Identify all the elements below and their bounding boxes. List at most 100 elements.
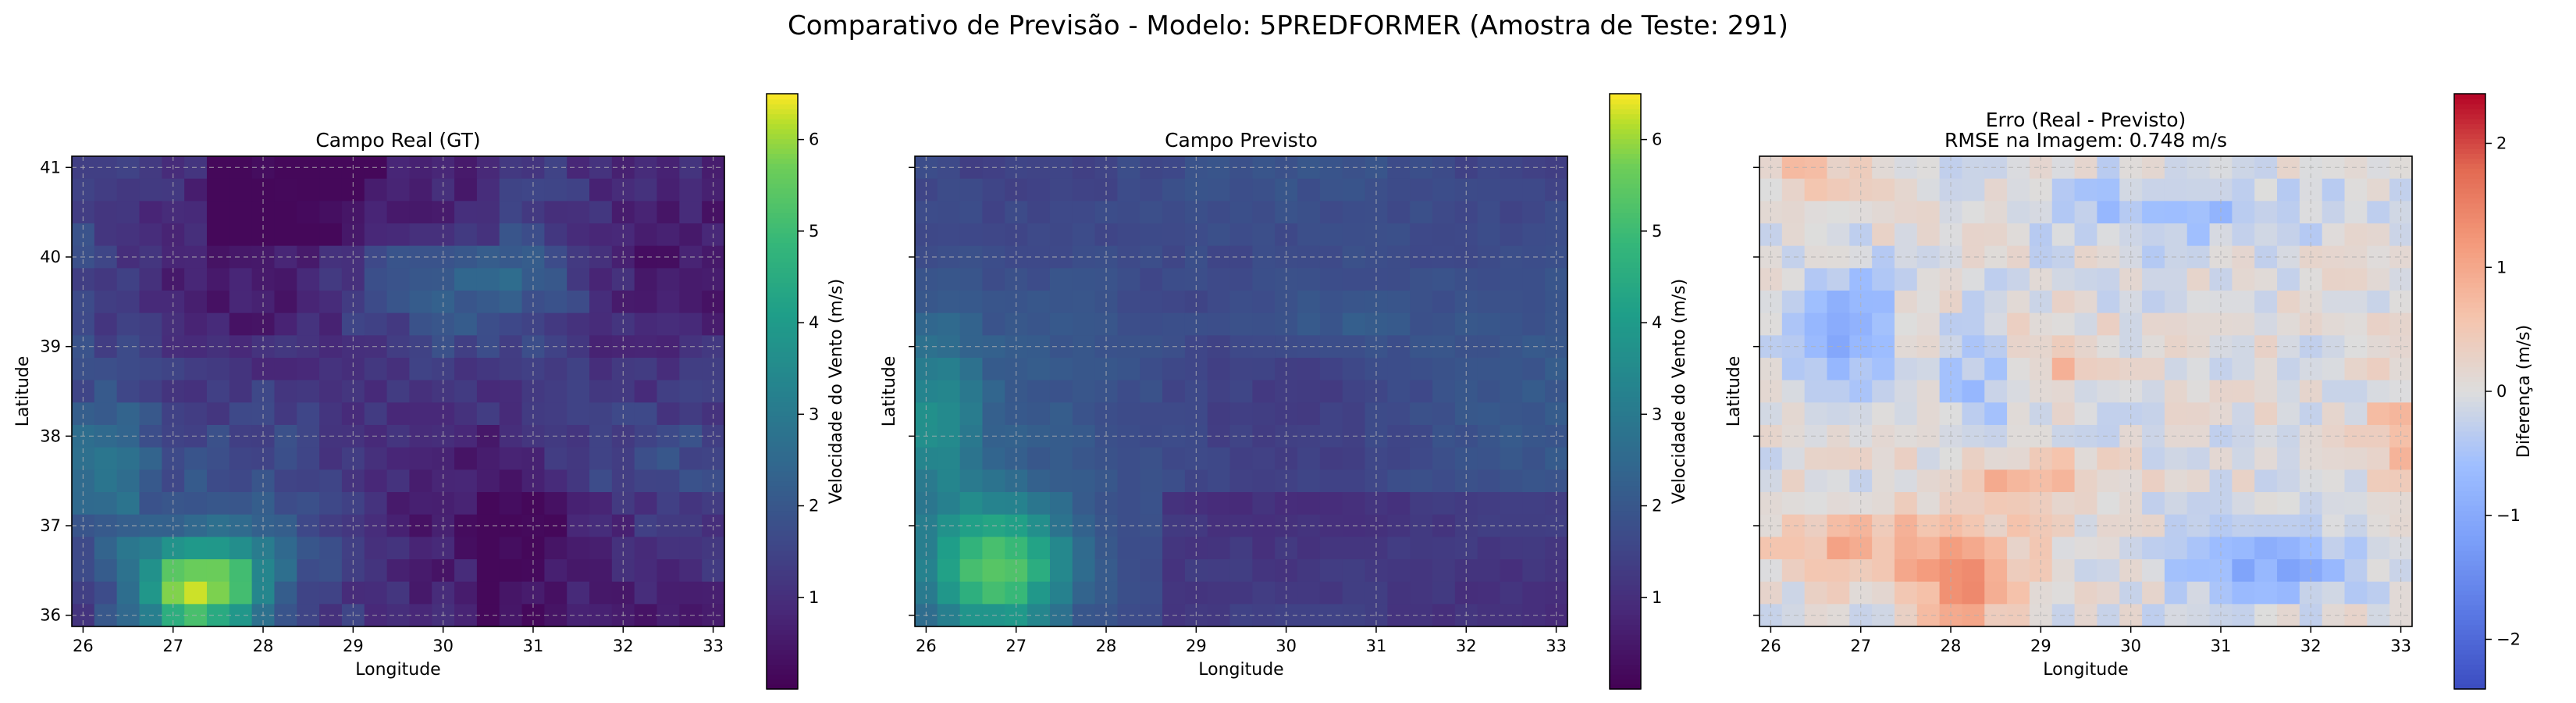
heatmap-cell (959, 402, 984, 426)
colorbar-segment (1610, 128, 1641, 134)
heatmap-cell (937, 268, 961, 291)
heatmap-cell (2322, 358, 2346, 381)
heatmap-cell (2232, 223, 2255, 247)
heatmap-cell (2254, 223, 2278, 247)
colorbar-segment (767, 544, 798, 551)
colorbar-segment (2454, 624, 2485, 630)
heatmap-cell (1049, 402, 1073, 426)
heatmap-cell (915, 469, 938, 493)
heatmap-cell (1162, 447, 1186, 470)
x-tick-label: 33 (2390, 637, 2411, 655)
heatmap-cell (116, 358, 141, 381)
heatmap-cell (1432, 492, 1456, 516)
heatmap-cell (679, 291, 703, 314)
heatmap-cell (1072, 581, 1096, 605)
heatmap-cell (1916, 335, 1941, 359)
heatmap-cell (319, 492, 343, 516)
heatmap-cell (2007, 201, 2030, 224)
colorbar-segment (2454, 352, 2485, 358)
heatmap-cell (1297, 291, 1321, 314)
y-axis-label: Latitude (880, 356, 899, 427)
heatmap-cell (72, 358, 95, 381)
colorbar-segment (1610, 242, 1641, 248)
heatmap-cell (1387, 402, 1411, 426)
heatmap-cell (611, 537, 635, 560)
plot-frame (914, 155, 1568, 627)
heatmap-cell (1319, 402, 1343, 426)
x-axis-label: Longitude (355, 660, 440, 680)
heatmap-cell (1005, 358, 1028, 381)
colorbar-segment (2454, 673, 2485, 680)
heatmap-cell (1804, 268, 1828, 291)
colorbar-segment (767, 614, 798, 620)
heatmap-cell (1319, 223, 1343, 247)
heatmap-cell (1781, 312, 1806, 336)
heatmap-cell (959, 312, 984, 336)
heatmap-cell (1916, 514, 1941, 537)
heatmap-cell (2051, 492, 2076, 516)
heatmap-cell (2367, 469, 2390, 493)
colorbar-segment (2454, 322, 2485, 328)
colorbar-segment (1610, 208, 1641, 214)
heatmap-cell (184, 559, 208, 583)
heatmap-cell (544, 358, 568, 381)
heatmap-cell (656, 380, 680, 403)
heatmap-cell (2074, 559, 2098, 583)
colorbar-segment (1610, 436, 1641, 442)
heatmap-cell (1781, 492, 1806, 516)
heatmap-cell (1984, 178, 2008, 202)
heatmap-cell (2322, 201, 2346, 224)
heatmap-cell (634, 604, 658, 627)
heatmap-cell (139, 201, 162, 224)
colorbar-tick-label: 1 (809, 588, 819, 607)
heatmap-cell (139, 291, 162, 314)
heatmap-cell (409, 268, 432, 291)
heatmap-cell (139, 402, 162, 426)
heatmap-cell (2344, 380, 2368, 403)
colorbar-frame (766, 93, 799, 690)
heatmap-cell (116, 581, 141, 605)
heatmap-cell (139, 469, 162, 493)
heatmap-cell (959, 581, 984, 605)
colorbar-segment (2454, 485, 2485, 491)
heatmap-cell (1140, 223, 1163, 247)
heatmap-cell (1939, 358, 1963, 381)
heatmap-cell (2367, 201, 2390, 224)
heatmap-cell (297, 291, 320, 314)
heatmap-cell (2299, 537, 2323, 560)
heatmap-cell (2277, 268, 2300, 291)
colorbar-segment (2454, 94, 2485, 100)
heatmap-cell (634, 425, 658, 448)
colorbar-segment (767, 580, 798, 586)
heatmap-cell (544, 380, 568, 403)
colorbar-segment (2454, 629, 2485, 635)
x-tick-label: 32 (2300, 637, 2322, 655)
heatmap-cell (982, 380, 1005, 403)
heatmap-cell (567, 312, 590, 336)
heatmap-cell (409, 223, 432, 247)
heatmap-cell (959, 469, 984, 493)
heatmap-cell (679, 223, 703, 247)
colorbar-segment (1610, 525, 1641, 531)
heatmap-cell (2142, 245, 2165, 269)
heatmap-cell (2277, 335, 2300, 359)
heatmap-cell (2142, 223, 2165, 247)
colorbar-segment (1610, 580, 1641, 586)
heatmap-cell (2344, 469, 2368, 493)
x-tick-label: 29 (1186, 637, 1207, 655)
colorbar-segment (767, 287, 798, 293)
heatmap-cell (1939, 581, 1963, 605)
colorbar-segment (1610, 277, 1641, 284)
heatmap-cell (1252, 492, 1276, 516)
heatmap-cell (2322, 335, 2346, 359)
heatmap-cell (1140, 447, 1163, 470)
heatmap-cell (274, 291, 297, 314)
heatmap-cell (634, 469, 658, 493)
heatmap-cell (2367, 178, 2390, 202)
heatmap-cell (1781, 178, 1806, 202)
colorbar-tick-label: 5 (809, 222, 819, 241)
colorbar-segment (2454, 460, 2485, 467)
heatmap-cell (2322, 245, 2346, 269)
colorbar-segment (1610, 679, 1641, 685)
y-tick-label: 38 (40, 426, 61, 445)
